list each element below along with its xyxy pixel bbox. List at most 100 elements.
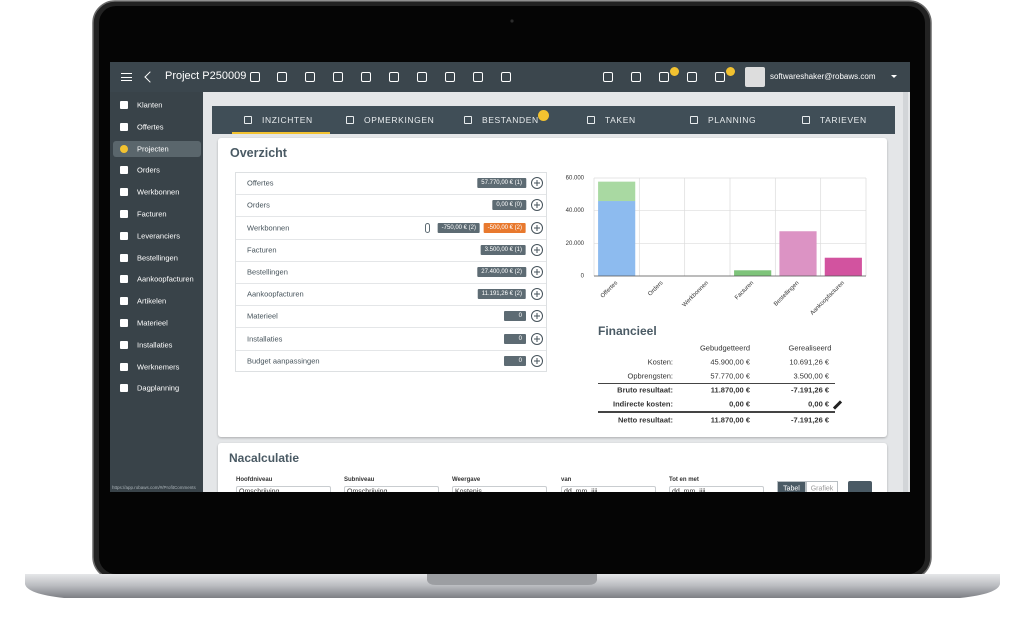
sidebar-active [113, 140, 201, 157]
section-title: Nacalculatie [229, 451, 300, 465]
toggle-button[interactable] [777, 481, 806, 492]
sidebar-item[interactable]: Aankoopfacturen [137, 274, 194, 284]
notch [427, 574, 597, 585]
fin-label: Netto resultaat: [617, 415, 673, 425]
sidebar-item[interactable]: Materieel [137, 318, 168, 328]
tab-icon[interactable] [346, 116, 354, 124]
add-button[interactable] [531, 243, 543, 256]
avatar[interactable] [745, 67, 765, 87]
add-button[interactable] [531, 332, 543, 345]
fin-rule [598, 411, 835, 413]
tab-icon[interactable] [244, 116, 252, 124]
toolbar-icon[interactable] [603, 72, 613, 82]
x-tick-label: Werkbonnen [682, 280, 710, 308]
field-input[interactable] [561, 486, 656, 492]
toolbar-icon[interactable] [250, 72, 260, 82]
field-input[interactable] [236, 486, 331, 492]
sidebar-item[interactable]: Offertes [137, 122, 164, 132]
fin-label: Kosten: [647, 357, 673, 367]
toolbar-icon[interactable] [659, 72, 669, 82]
toolbar-icon[interactable] [445, 72, 455, 82]
sidebar-item[interactable]: Orders [137, 165, 160, 175]
bar [824, 257, 862, 276]
tab[interactable]: INZICHTEN [262, 114, 313, 125]
tab[interactable]: PLANNING [708, 114, 757, 125]
bar [779, 231, 817, 276]
field-input[interactable] [669, 486, 764, 492]
field-input[interactable] [344, 486, 439, 492]
sidebar-icon [120, 101, 128, 109]
toolbar-icon[interactable] [417, 72, 427, 82]
sidebar-item[interactable]: Bestellingen [137, 252, 178, 262]
toolbar-icon[interactable] [715, 72, 725, 82]
sidebar-icon [120, 297, 128, 306]
fin-label: Indirecte kosten: [612, 399, 673, 409]
sidebar-item[interactable]: Werkbonnen [137, 187, 180, 197]
export-button[interactable] [848, 481, 872, 492]
toolbar-icon[interactable] [361, 72, 371, 82]
add-button[interactable] [531, 265, 543, 278]
tab-icon[interactable] [802, 116, 810, 124]
bar [598, 181, 636, 202]
bar [734, 270, 772, 276]
add-button[interactable] [531, 221, 543, 234]
sidebar-icon [120, 122, 128, 131]
toolbar-icon[interactable] [277, 72, 287, 82]
menu-icon-bar[interactable] [121, 76, 132, 78]
toggle-label[interactable]: Grafiek [810, 485, 834, 493]
tab-icon[interactable] [464, 116, 472, 124]
sidebar-item[interactable]: Installaties [137, 340, 173, 350]
add-button[interactable] [531, 310, 543, 323]
status-url: https://app.robaws.com/#/ProfitComments [112, 485, 196, 490]
notification-badge [726, 67, 735, 76]
add-button[interactable] [531, 354, 543, 367]
tab-icon[interactable] [690, 116, 698, 124]
toolbar-icon[interactable] [389, 72, 399, 82]
column-header: Gerealiseerd [788, 343, 832, 353]
toolbar-icon[interactable] [687, 72, 697, 82]
row-divider [236, 238, 546, 240]
sidebar-item[interactable]: Facturen [137, 209, 167, 219]
x-tick-label: Aankoopfacturen [810, 280, 846, 316]
tab[interactable]: TAKEN [605, 114, 636, 125]
add-button[interactable] [531, 199, 543, 212]
tab[interactable]: BESTANDEN [482, 114, 539, 125]
toolbar-icon[interactable] [501, 72, 511, 82]
user-caret[interactable] [891, 75, 897, 78]
sidebar-item[interactable]: Artikelen [137, 296, 167, 306]
sidebar-item[interactable]: Projecten [137, 143, 169, 153]
field-value: dd. mm. jjjj [564, 488, 598, 493]
sidebar-icon [120, 253, 128, 262]
tab-icon[interactable] [587, 116, 595, 124]
notification-badge [670, 67, 679, 76]
toggle-label[interactable]: Tabel [783, 485, 800, 493]
fin-value: 11.870,00 € [710, 385, 750, 395]
toolbar-icon[interactable] [631, 72, 641, 82]
row-divider [236, 349, 546, 351]
tab[interactable]: OPMERKINGEN [364, 114, 435, 125]
amount-badge: -500,00 € (2) [483, 222, 526, 233]
row-divider [236, 305, 546, 307]
project-title: Project P250009 [165, 70, 247, 82]
add-button[interactable] [531, 177, 543, 190]
toolbar-icon[interactable] [305, 72, 315, 82]
fin-value: 45.900,00 € [710, 357, 750, 367]
user-email[interactable]: softwareshaker@robaws.com [770, 72, 876, 81]
toggle-button[interactable] [806, 481, 838, 492]
amount-badge: 11.191,26 € (2) [477, 289, 526, 300]
chart: 0 20.000 40.000 60.000 Offertes Orders Werkbon… [566, 176, 867, 317]
toolbar-icon[interactable] [473, 72, 483, 82]
amount-badge: 0 [504, 333, 526, 344]
sidebar-item[interactable]: Leveranciers [137, 231, 180, 241]
sidebar-icon [120, 210, 128, 218]
menu-icon[interactable] [121, 73, 132, 81]
sidebar-item[interactable]: Werknemers [137, 361, 180, 371]
amount-badge: 57.770,00 € (1) [477, 178, 526, 189]
sidebar-item[interactable]: Klanten [137, 100, 163, 110]
toolbar-icon[interactable] [333, 72, 343, 82]
sidebar-item[interactable]: Dagplanning [137, 383, 180, 393]
tab[interactable]: TARIEVEN [820, 114, 867, 125]
add-button[interactable] [531, 288, 543, 301]
field-input[interactable] [452, 486, 547, 492]
row-divider [236, 216, 546, 218]
